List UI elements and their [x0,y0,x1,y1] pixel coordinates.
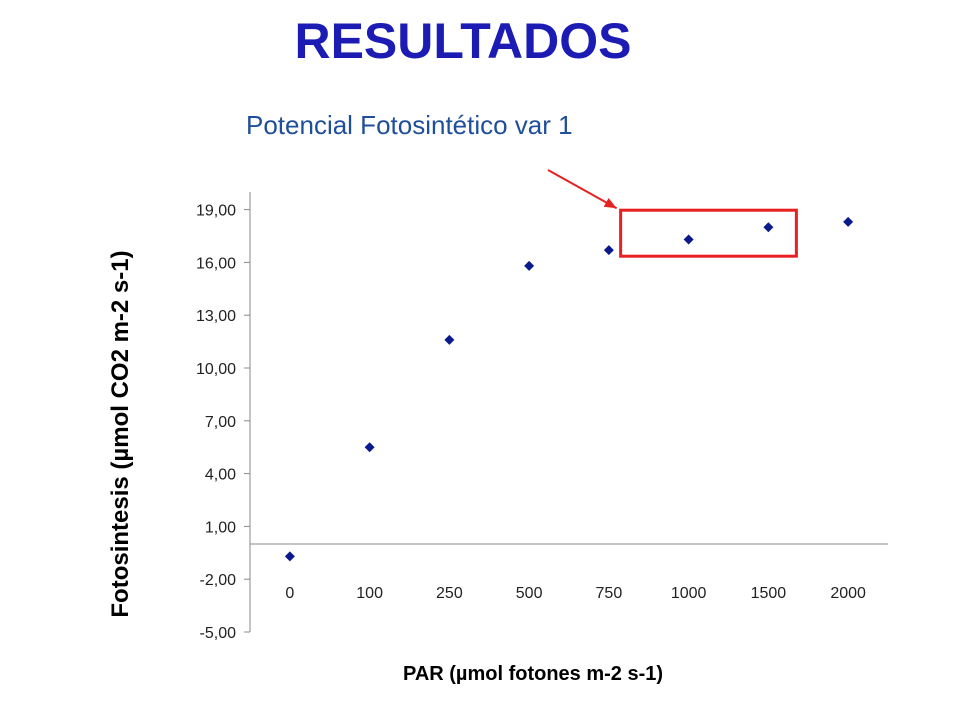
slide-title: RESULTADOS [294,13,632,69]
y-axis-label: Fotosintesis (µmol CO2 m-2 s-1) [107,250,134,617]
data-point [284,551,295,562]
y-tick-label: -2,00 [200,572,237,589]
y-tick-label: 1,00 [205,519,236,536]
data-point [763,222,774,233]
highlight-arrow-line [547,169,618,210]
y-tick-label: 4,00 [205,467,236,484]
x-tick-label: 0 [285,585,294,602]
y-tick-labels: 19,00 16,00 13,00 10,00 7,00 4,00 1,00 -2,00 -5,… [196,203,236,642]
x-tick-label: 2000 [830,585,866,602]
highlight-annotation [547,169,798,258]
chart-axes [244,192,888,633]
data-point [683,234,694,245]
data-points [284,216,854,562]
x-tick-label: 1500 [751,585,787,602]
y-tick-label: -5,00 [200,625,237,642]
x-tick-labels: 0 100 250 500 750 1000 1500 2000 [285,585,866,602]
x-tick-label: 250 [436,585,463,602]
x-tick-label: 1000 [671,585,707,602]
chart-title: Potencial Fotosintético var 1 [246,110,573,140]
data-point [603,245,614,256]
x-tick-label: 750 [596,585,623,602]
y-tick-label: 19,00 [196,203,236,220]
highlight-box [619,208,798,258]
x-axis-label: PAR (µmol fotones m-2 s-1) [403,663,663,685]
data-point [444,334,455,345]
y-tick-label: 10,00 [196,361,236,378]
data-point [524,260,535,271]
y-tick-label: 7,00 [205,414,236,431]
data-point [843,216,854,227]
y-tick-label: 16,00 [196,255,236,272]
x-tick-label: 100 [356,585,383,602]
y-tick-label: 13,00 [196,308,236,325]
highlight-arrow-head [603,197,617,209]
data-point [364,442,375,453]
x-tick-label: 500 [516,585,543,602]
